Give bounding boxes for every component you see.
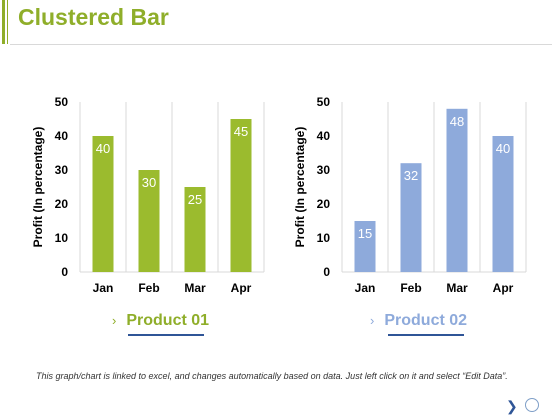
y-tick-label: 20: [317, 197, 331, 211]
bar: [184, 187, 206, 272]
data-label: 30: [142, 175, 156, 190]
page-title: Clustered Bar: [18, 4, 169, 30]
x-tick-label: Jan: [355, 281, 376, 295]
title-accent-bar: [2, 0, 5, 44]
circle-icon[interactable]: [525, 398, 539, 412]
y-tick-label: 10: [55, 231, 69, 245]
chevron-right-icon: ›: [112, 313, 117, 328]
chart-product-02[interactable]: 0 10 20 30 40 50 Profit (In percentage) 15 Jan 32…: [262, 82, 542, 302]
bar: [92, 136, 114, 272]
data-label: 15: [358, 226, 372, 241]
legend-underline: [388, 334, 464, 336]
y-tick-label: 30: [317, 163, 331, 177]
bar: [446, 108, 468, 272]
bar: [230, 119, 252, 272]
data-label: 25: [188, 192, 202, 207]
data-label: 45: [234, 124, 248, 139]
legend-product-02: › Product 02: [370, 312, 467, 330]
y-tick-label: 30: [55, 163, 69, 177]
bar: [400, 163, 422, 272]
y-tick-label: 20: [55, 197, 69, 211]
x-tick-label: Apr: [231, 281, 252, 295]
y-axis-label: Profit (In percentage): [31, 127, 45, 248]
x-tick-label: Feb: [400, 281, 421, 295]
title-accent-line: [7, 0, 8, 44]
legend-underline: [128, 334, 204, 336]
x-tick-label: Apr: [493, 281, 514, 295]
legend-label: Product 01: [126, 312, 210, 329]
footnote: This graph/chart is linked to excel, and…: [36, 371, 508, 381]
data-label: 48: [450, 114, 464, 129]
y-axis-label: Profit (In percentage): [293, 127, 307, 248]
chart-product-01[interactable]: 0 10 20 30 40 50 Profit (In percentage) 40 Jan 30…: [0, 82, 280, 302]
data-label: 40: [96, 141, 110, 156]
y-tick-label: 0: [323, 265, 330, 279]
title-divider: [10, 44, 552, 45]
next-slide-icon[interactable]: ❯: [506, 398, 518, 414]
data-label: 32: [404, 168, 418, 183]
data-label: 40: [496, 141, 510, 156]
y-tick-label: 40: [317, 129, 331, 143]
x-tick-label: Jan: [93, 281, 114, 295]
legend-product-01: › Product 01: [112, 312, 209, 330]
bar: [354, 221, 376, 272]
chevron-right-icon: ›: [370, 313, 375, 328]
y-tick-label: 40: [55, 129, 69, 143]
bar: [138, 170, 160, 272]
x-tick-label: Mar: [184, 281, 206, 295]
y-tick-label: 0: [61, 265, 68, 279]
legend-label: Product 02: [384, 312, 468, 329]
x-tick-label: Feb: [138, 281, 159, 295]
y-tick-label: 50: [317, 95, 331, 109]
bar: [492, 136, 514, 272]
y-tick-label: 50: [55, 95, 69, 109]
x-tick-label: Mar: [446, 281, 468, 295]
y-tick-label: 10: [317, 231, 331, 245]
